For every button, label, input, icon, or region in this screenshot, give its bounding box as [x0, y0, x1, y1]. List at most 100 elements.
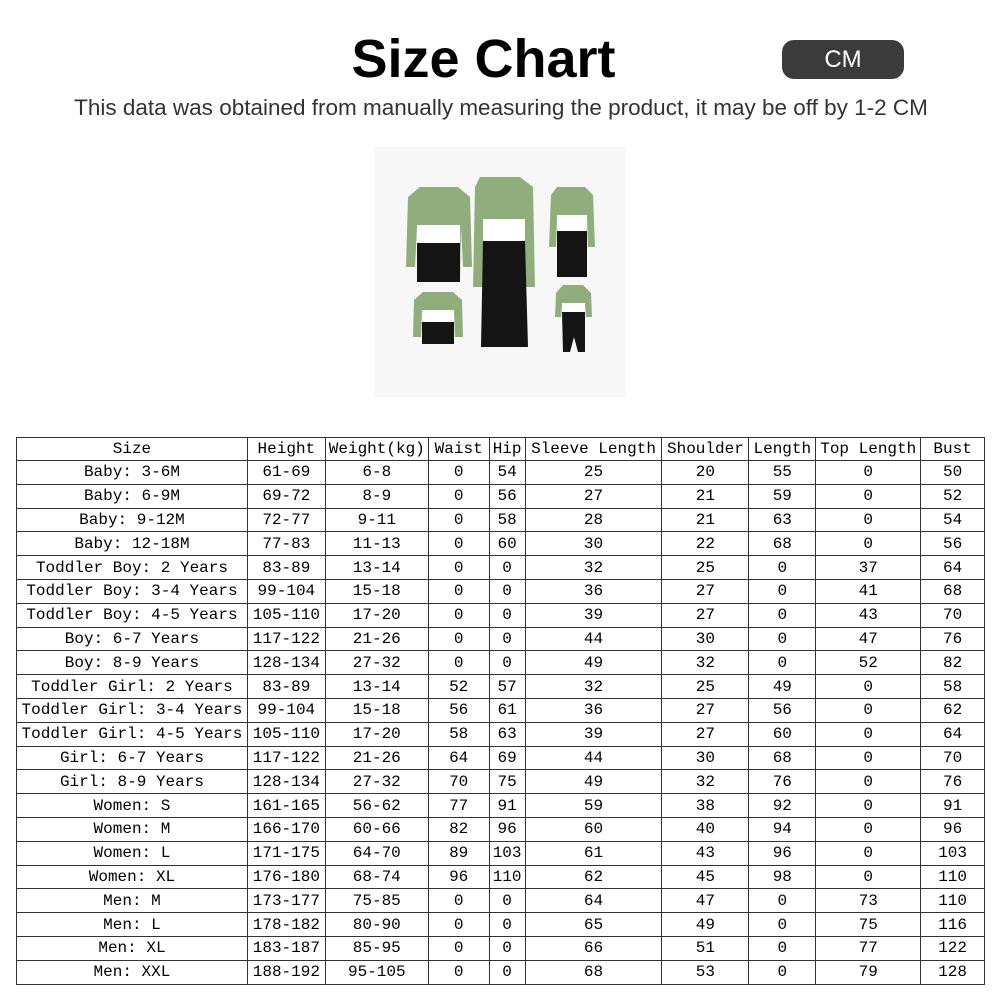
table-cell: 44: [524, 745, 663, 771]
product-image: [375, 147, 625, 397]
table-cell: 161-165: [246, 793, 326, 818]
table-cell: 28: [524, 507, 663, 533]
table-cell: 60-66: [324, 816, 429, 842]
table-cell: 39: [524, 602, 663, 628]
table-cell: 53: [661, 959, 750, 985]
table-cell: 8-9: [324, 483, 429, 509]
table-cell: 0: [427, 602, 490, 628]
table-cell: 99-104: [246, 578, 326, 604]
table-cell: 13-14: [324, 555, 429, 580]
table-cell: 49: [524, 650, 663, 676]
table-cell: 110: [488, 864, 526, 890]
women-dress-icon: [473, 177, 535, 347]
table-row: Toddler Girl: 2 Years 83-89 13-14 52 57 32 25 4…: [16, 674, 985, 699]
table-cell: Men: L: [16, 912, 248, 937]
table-row: Toddler Girl: 3-4 Years 99-104 15-18 56 61 36…: [16, 697, 985, 723]
table-cell: 0: [748, 626, 817, 652]
table-cell: 103: [920, 840, 985, 866]
table-row: Men: XXL 188-192 95-105 0 0 68 53 0 79 128: [16, 959, 985, 985]
table-cell: 52: [920, 483, 985, 509]
table-cell: 58: [920, 674, 985, 699]
table-cell: 0: [427, 650, 490, 676]
table-cell: 117-122: [246, 626, 326, 652]
table-cell: 49: [748, 674, 817, 699]
table-cell: 0: [427, 483, 490, 509]
table-cell: 63: [748, 507, 817, 533]
table-cell: 40: [661, 816, 750, 842]
table-cell: 0: [815, 674, 922, 699]
table-cell: 52: [815, 650, 922, 676]
table-cell: 83-89: [246, 674, 326, 699]
table-cell: 27: [661, 697, 750, 723]
table-cell: 68: [524, 959, 663, 985]
table-cell: 110: [920, 888, 985, 914]
table-cell: 76: [920, 626, 985, 652]
table-cell: 58: [488, 507, 526, 533]
table-row: Boy: 8-9 Years 128-134 27-32 0 0 49 32 0 52 82: [16, 650, 985, 676]
table-cell: 0: [748, 578, 817, 604]
table-row: Men: XL 183-187 85-95 0 0 66 51 0 77 122: [16, 935, 985, 961]
column-header: Sleeve Length: [524, 437, 663, 461]
table-cell: 82: [427, 816, 490, 842]
table-cell: 0: [488, 578, 526, 604]
page-title: Size Chart: [351, 29, 616, 89]
table-cell: 0: [488, 650, 526, 676]
table-cell: Baby: 9-12M: [16, 507, 248, 533]
table-cell: 43: [815, 602, 922, 628]
table-cell: Boy: 8-9 Years: [16, 650, 248, 676]
table-cell: 56: [427, 697, 490, 723]
table-cell: 54: [488, 460, 526, 485]
table-cell: 32: [661, 650, 750, 676]
table-cell: 49: [661, 912, 750, 937]
table-cell: 0: [748, 935, 817, 961]
baby-romper-icon: [555, 285, 592, 352]
column-header: Top Length: [815, 437, 922, 461]
table-cell: Men: XL: [16, 935, 248, 961]
table-cell: 11-13: [324, 531, 429, 557]
table-cell: 68: [748, 745, 817, 771]
table-cell: Baby: 12-18M: [16, 531, 248, 557]
table-cell: 73: [815, 888, 922, 914]
table-cell: 25: [661, 555, 750, 580]
table-cell: 176-180: [246, 864, 326, 890]
table-cell: 91: [488, 793, 526, 818]
table-cell: 0: [748, 602, 817, 628]
men-top-icon: [406, 187, 472, 282]
table-cell: Baby: 6-9M: [16, 483, 248, 509]
table-cell: 0: [815, 864, 922, 890]
column-header: Weight(kg): [324, 437, 429, 461]
column-header: Bust: [920, 437, 985, 461]
column-header: Size: [16, 437, 248, 461]
column-header: Height: [246, 437, 326, 461]
table-cell: 50: [920, 460, 985, 485]
table-cell: 0: [488, 888, 526, 914]
table-cell: 0: [488, 626, 526, 652]
table-cell: 15-18: [324, 578, 429, 604]
table-cell: 9-11: [324, 507, 429, 533]
table-cell: 55: [748, 460, 817, 485]
table-cell: 103: [488, 840, 526, 866]
table-cell: 77-83: [246, 531, 326, 557]
table-cell: 27: [661, 721, 750, 747]
table-cell: 70: [920, 602, 985, 628]
table-cell: Men: XXL: [16, 959, 248, 985]
table-cell: 64: [524, 888, 663, 914]
table-row: Men: L 178-182 80-90 0 0 65 49 0 75 116: [16, 912, 985, 937]
table-cell: 0: [815, 721, 922, 747]
table-cell: 65: [524, 912, 663, 937]
table-cell: 64: [920, 721, 985, 747]
table-cell: 128-134: [246, 769, 326, 795]
table-cell: 62: [920, 697, 985, 723]
table-row: Baby: 9-12M 72-77 9-11 0 58 28 21 63 0 54: [16, 507, 985, 533]
table-cell: 0: [748, 959, 817, 985]
table-cell: 57: [488, 674, 526, 699]
table-cell: 0: [815, 793, 922, 818]
table-cell: 0: [427, 888, 490, 914]
column-header: Shoulder: [661, 437, 750, 461]
table-cell: 32: [524, 674, 663, 699]
measurement-disclaimer: This data was obtained from manually mea…: [74, 95, 928, 120]
unit-cm-button[interactable]: CM: [782, 40, 904, 79]
table-cell: 0: [427, 626, 490, 652]
table-cell: 44: [524, 626, 663, 652]
table-cell: 0: [488, 912, 526, 937]
